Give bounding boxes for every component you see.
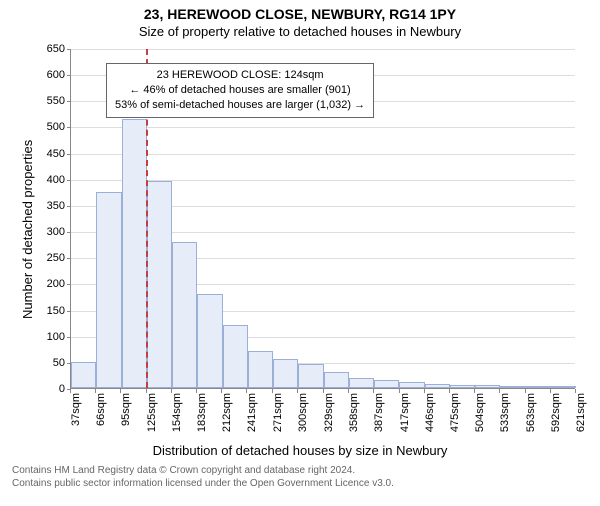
ytick-label: 500 — [25, 121, 65, 133]
ytick-label: 650 — [25, 43, 65, 55]
ytick-label: 250 — [25, 252, 65, 264]
ytick-label: 150 — [25, 305, 65, 317]
ytick-label: 400 — [25, 174, 65, 186]
footer-line1: Contains HM Land Registry data © Crown c… — [12, 464, 588, 477]
annotation-line3: 53% of semi-detached houses are larger (… — [115, 98, 365, 113]
histogram-bar — [324, 372, 349, 388]
chart-title: 23, HEREWOOD CLOSE, NEWBURY, RG14 1PY — [0, 6, 600, 22]
ytick-mark — [67, 206, 71, 207]
xtick-label: 241sqm — [246, 393, 258, 443]
xtick-label: 125sqm — [146, 393, 158, 443]
xtick-label: 504sqm — [474, 393, 486, 443]
chart-area: Number of detached properties 23 HEREWOO… — [70, 49, 575, 389]
chart-subtitle: Size of property relative to detached ho… — [0, 24, 600, 39]
annotation-box: 23 HEREWOOD CLOSE: 124sqm ← 46% of detac… — [106, 63, 374, 118]
xtick-label: 621sqm — [575, 393, 587, 443]
xtick-label: 37sqm — [70, 393, 82, 443]
xtick-label: 329sqm — [323, 393, 335, 443]
annotation-line1: 23 HEREWOOD CLOSE: 124sqm — [115, 68, 365, 83]
xtick-label: 66sqm — [95, 393, 107, 443]
histogram-bar — [223, 325, 248, 388]
ytick-mark — [67, 75, 71, 76]
histogram-bar — [273, 359, 298, 388]
ytick-label: 300 — [25, 226, 65, 238]
histogram-bar — [122, 119, 147, 388]
ytick-mark — [67, 101, 71, 102]
xtick-label: 358sqm — [348, 393, 360, 443]
histogram-bar — [298, 364, 323, 388]
ytick-mark — [67, 180, 71, 181]
xtick-label: 475sqm — [449, 393, 461, 443]
histogram-bar — [500, 386, 525, 388]
ytick-mark — [67, 258, 71, 259]
xtick-label: 446sqm — [424, 393, 436, 443]
x-axis-label: Distribution of detached houses by size … — [0, 443, 600, 458]
ytick-mark — [67, 337, 71, 338]
histogram-bar — [197, 294, 222, 388]
histogram-bar — [374, 380, 399, 388]
histogram-bar — [147, 181, 172, 388]
ytick-mark — [67, 284, 71, 285]
ytick-mark — [67, 127, 71, 128]
annotation-line2: ← 46% of detached houses are smaller (90… — [115, 83, 365, 98]
histogram-bar — [526, 386, 551, 388]
histogram-bar — [475, 385, 500, 388]
ytick-label: 50 — [25, 357, 65, 369]
ytick-mark — [67, 154, 71, 155]
histogram-bar — [172, 242, 197, 388]
ytick-label: 450 — [25, 148, 65, 160]
xtick-label: 417sqm — [399, 393, 411, 443]
histogram-bar — [349, 378, 374, 388]
histogram-bar — [248, 351, 273, 388]
ytick-label: 350 — [25, 200, 65, 212]
xtick-label: 154sqm — [171, 393, 183, 443]
xtick-label: 300sqm — [297, 393, 309, 443]
xtick-label: 563sqm — [525, 393, 537, 443]
footer-line2: Contains public sector information licen… — [12, 477, 588, 490]
histogram-bar — [96, 192, 121, 388]
xtick-label: 533sqm — [499, 393, 511, 443]
histogram-bar — [551, 386, 576, 388]
ytick-mark — [67, 232, 71, 233]
xtick-label: 387sqm — [373, 393, 385, 443]
ytick-label: 200 — [25, 278, 65, 290]
xtick-label: 271sqm — [272, 393, 284, 443]
footer-attribution: Contains HM Land Registry data © Crown c… — [12, 464, 588, 490]
histogram-bar — [71, 362, 96, 388]
histogram-bar — [399, 382, 424, 388]
xtick-label: 212sqm — [221, 393, 233, 443]
ytick-label: 550 — [25, 95, 65, 107]
histogram-bar — [450, 385, 475, 388]
ytick-label: 600 — [25, 69, 65, 81]
ytick-label: 0 — [25, 383, 65, 395]
ytick-mark — [67, 311, 71, 312]
ytick-label: 100 — [25, 331, 65, 343]
ytick-mark — [67, 49, 71, 50]
xtick-label: 95sqm — [120, 393, 132, 443]
xtick-label: 592sqm — [550, 393, 562, 443]
xtick-label: 183sqm — [196, 393, 208, 443]
histogram-bar — [425, 384, 450, 388]
